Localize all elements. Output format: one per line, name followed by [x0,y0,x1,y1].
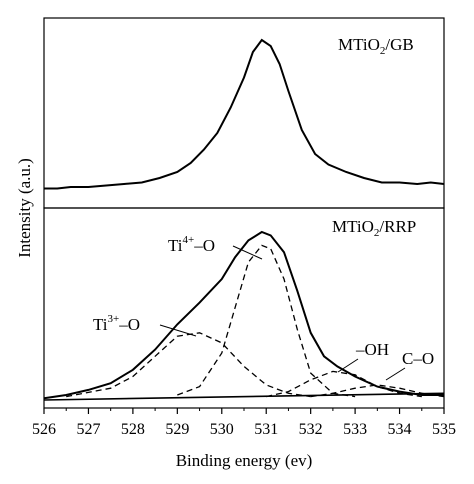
bottom-series-5-line [43,392,445,401]
ti3-annotation: Ti3+–O [93,313,140,334]
bottom-panel-frame [43,207,445,409]
x-tick-label-527: 527 [76,421,100,438]
x-tick-label-530: 530 [210,421,234,438]
co-annotation: C–O [402,349,434,368]
ti4-annotation-pointer [232,245,263,260]
bottom-series-1-line [177,244,356,398]
x-axis-label: Binding energy (ev) [176,451,313,470]
oh-annotation: –OH [355,340,389,359]
co-annotation-pointer [385,367,406,381]
ti3-annotation-pointer [159,324,197,337]
bottom-series-2-line [66,332,311,398]
top-series-0-line [44,38,445,190]
x-tick-label-532: 532 [299,421,323,438]
bottom-series-3-line [266,370,422,398]
y-axis-label: Intensity (a.u.) [15,158,34,258]
x-tick-label-535: 535 [432,421,456,438]
top-series-group [44,38,445,190]
bottom-series-0-line [43,230,444,400]
x-tick-label-528: 528 [121,421,145,438]
x-tick-label-534: 534 [388,421,412,438]
top-panel-label: MTiO2/GB [338,35,414,57]
bottom-panel-label: MTiO2/RRP [332,217,416,239]
x-tick-label-533: 533 [343,421,367,438]
oh-annotation-pointer [337,358,359,373]
bottom-series-group [43,230,445,401]
x-tick-label-531: 531 [254,421,278,438]
x-tick-label-529: 529 [165,421,189,438]
x-tick-label-526: 526 [32,421,56,438]
ti4-annotation: Ti4+–O [168,234,215,255]
x-axis-ticks: 526 527 528 529 530 531 532 533 534 535 [32,408,456,438]
